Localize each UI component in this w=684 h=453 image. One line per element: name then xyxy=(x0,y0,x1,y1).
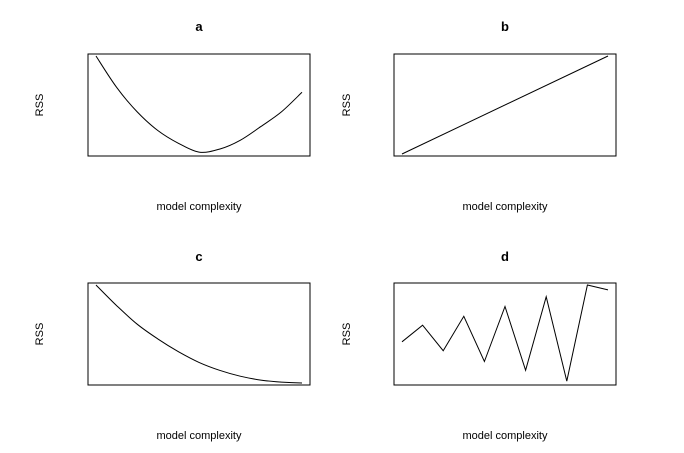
panel-a-series-line xyxy=(95,55,303,153)
panel-c: c RSS model complexity xyxy=(34,249,311,442)
panel-d-frame xyxy=(393,282,617,386)
panel-a-title: a xyxy=(195,19,203,34)
panel-d-series-line xyxy=(401,284,609,382)
panel-a-ylabel: RSS xyxy=(34,94,46,117)
panel-d-ylabel: RSS xyxy=(341,323,353,346)
panel-b-title: b xyxy=(501,19,509,34)
panel-a: a RSS model complexity xyxy=(34,19,311,213)
panel-d: d RSS model complexity xyxy=(341,249,617,442)
panel-c-xlabel: model complexity xyxy=(157,430,242,442)
panel-b-series-line xyxy=(401,55,609,155)
panel-c-series-line xyxy=(95,284,303,384)
panel-b-ylabel: RSS xyxy=(341,94,353,117)
panel-a-frame xyxy=(87,53,311,157)
panel-d-xlabel: model complexity xyxy=(463,430,548,442)
panel-d-title: d xyxy=(501,249,509,264)
panel-a-xlabel: model complexity xyxy=(157,201,242,213)
panel-c-frame xyxy=(87,282,311,386)
panel-b-frame xyxy=(393,53,617,157)
panel-c-ylabel: RSS xyxy=(34,323,46,346)
panel-b-xlabel: model complexity xyxy=(463,201,548,213)
panel-b: b RSS model complexity xyxy=(341,19,617,213)
panel-c-title: c xyxy=(195,249,202,264)
